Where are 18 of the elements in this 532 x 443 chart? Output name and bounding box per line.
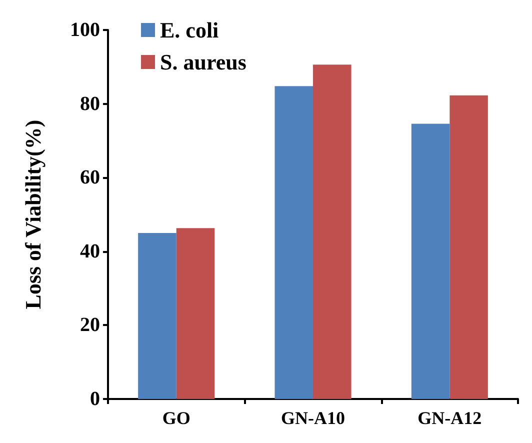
bar xyxy=(138,232,176,399)
y-tick-label: 0 xyxy=(90,388,100,410)
x-tick-label: GO xyxy=(162,408,190,428)
legend-label: S. aureus xyxy=(160,50,247,74)
bar xyxy=(176,228,215,399)
y-tick-label: 20 xyxy=(80,314,100,336)
x-tick-label: GN-A10 xyxy=(281,408,345,428)
y-tick-label: 100 xyxy=(70,19,100,41)
y-axis-title: Loss of Viability(%) xyxy=(20,120,46,310)
bar xyxy=(411,124,450,399)
bar xyxy=(450,95,488,399)
bar xyxy=(274,86,313,399)
y-tick-label: 60 xyxy=(80,166,100,189)
bar xyxy=(313,64,352,399)
x-tick-label: GN-A12 xyxy=(418,408,482,428)
y-tick-label: 80 xyxy=(80,92,100,115)
legend-label: E. coli xyxy=(160,18,219,42)
y-tick-label: 40 xyxy=(80,240,100,262)
